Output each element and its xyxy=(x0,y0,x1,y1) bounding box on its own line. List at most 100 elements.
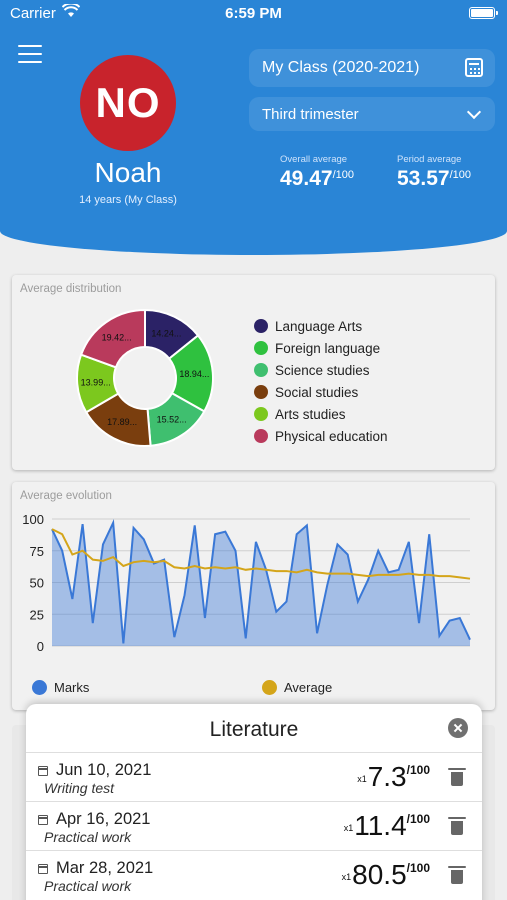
calendar-icon xyxy=(38,766,48,776)
y-tick-label: 100 xyxy=(22,512,44,527)
class-selector[interactable]: My Class (2020-2021) xyxy=(249,49,495,87)
chevron-down-icon xyxy=(466,104,482,120)
mark-coefficient: x1 xyxy=(343,822,354,833)
pie-legend: Language Arts Foreign language Science stu… xyxy=(254,315,388,447)
pie-legend-dot xyxy=(254,363,268,377)
class-selector-value: My Class (2020-2021) xyxy=(262,59,420,76)
mark-row[interactable]: Apr 16, 2021 Practical work x111.4/100 xyxy=(26,801,482,850)
pie-slice-label: 17.89... xyxy=(107,417,137,427)
average-series-line xyxy=(51,528,471,580)
overall-average-label: Overall average xyxy=(280,154,348,165)
carrier-label: Carrier xyxy=(10,5,56,22)
mark-type: Practical work xyxy=(44,878,132,894)
mark-value-suffix: /100 xyxy=(406,812,430,826)
marks-series-line xyxy=(51,519,471,644)
evolution-line-chart: 100 75 50 25 0 xyxy=(22,512,471,654)
wifi-icon xyxy=(62,4,80,17)
menu-icon[interactable] xyxy=(18,45,42,63)
calendar-icon xyxy=(465,58,483,77)
pie-legend-dot xyxy=(254,407,268,421)
calendar-icon xyxy=(38,815,48,825)
pie-legend-label: Arts studies xyxy=(275,406,346,422)
mark-coefficient: x1 xyxy=(341,871,352,882)
avatar-initials: NO xyxy=(95,79,161,126)
y-tick-label: 0 xyxy=(37,639,44,654)
mark-value: x111.4/100 xyxy=(344,810,430,842)
header: Carrier 6:59 PM NO Noah 14 years (My Cla… xyxy=(0,0,507,255)
pie-slice-label: 14.24... xyxy=(151,328,181,338)
pie-legend-dot xyxy=(254,341,268,355)
period-selector[interactable]: Third trimester xyxy=(249,97,495,131)
period-selector-value: Third trimester xyxy=(262,105,359,123)
pie-legend-item: Social studies xyxy=(254,381,388,403)
mark-value-suffix: /100 xyxy=(406,861,430,875)
period-average-suffix: /100 xyxy=(449,169,471,181)
distribution-pie-chart: 14.24... 18.94... 15.52... 17.89... 13.99...… xyxy=(76,308,214,447)
y-tick-label: 25 xyxy=(30,607,44,622)
legend-average-dot xyxy=(262,680,277,695)
evolution-card: Average evolution 100 75 50 25 0 Marks Avera… xyxy=(12,482,495,710)
mark-type: Writing test xyxy=(44,780,115,796)
student-name: Noah xyxy=(94,157,162,188)
mark-coefficient: x1 xyxy=(357,773,367,784)
y-tick-label: 75 xyxy=(30,544,44,559)
status-bar: Carrier 6:59 PM xyxy=(0,0,507,28)
pie-slice-label: 18.94... xyxy=(179,369,209,379)
mark-date: Jun 10, 2021 xyxy=(56,761,152,779)
pie-legend-item: Science studies xyxy=(254,359,388,381)
pie-legend-label: Foreign language xyxy=(275,340,381,356)
marks-sheet: Literature Jun 10, 2021 Writing test x17… xyxy=(26,704,482,900)
battery-icon xyxy=(469,7,498,19)
trash-icon[interactable] xyxy=(448,866,466,884)
overall-average: Overall average 49.47/100 xyxy=(280,154,354,191)
pie-legend-item: Foreign language xyxy=(254,337,388,359)
calendar-icon xyxy=(38,864,48,874)
pie-legend-dot xyxy=(254,385,268,399)
pie-legend-label: Science studies xyxy=(275,362,370,378)
pie-slice-label: 15.52... xyxy=(157,415,187,425)
period-average-label: Period average xyxy=(397,154,462,165)
trash-icon[interactable] xyxy=(448,768,466,786)
mark-date: Apr 16, 2021 xyxy=(56,810,151,828)
period-average: Period average 53.57/100 xyxy=(397,154,471,191)
pie-legend-label: Social studies xyxy=(275,384,359,400)
pie-legend-item: Language Arts xyxy=(254,315,388,337)
pie-legend-dot xyxy=(254,429,268,443)
pie-legend-label: Language Arts xyxy=(275,318,363,334)
mark-value-suffix: /100 xyxy=(406,763,430,777)
pie-slice-label: 13.99... xyxy=(81,377,111,387)
pie-legend-item: Physical education xyxy=(254,425,388,447)
pie-legend-label: Physical education xyxy=(275,428,388,444)
marks-series-area xyxy=(52,522,470,646)
evolution-card-title: Average evolution xyxy=(20,490,112,502)
mark-type: Practical work xyxy=(44,829,132,845)
mark-value-number: 80.5 xyxy=(352,859,407,890)
legend-marks: Marks xyxy=(32,680,89,695)
overall-average-value: 49.47 xyxy=(280,167,333,190)
mark-date: Mar 28, 2021 xyxy=(56,859,154,877)
close-icon[interactable] xyxy=(448,718,468,738)
legend-average-label: Average xyxy=(284,680,333,695)
pie-legend-item: Arts studies xyxy=(254,403,388,425)
legend-average: Average xyxy=(262,680,332,695)
mark-value: x17.3/100 xyxy=(357,761,430,793)
y-tick-label: 50 xyxy=(30,576,44,591)
legend-marks-label: Marks xyxy=(54,680,90,695)
mark-row[interactable]: Mar 28, 2021 Practical work x180.5/100 xyxy=(26,850,482,899)
period-average-value: 53.57 xyxy=(397,167,450,190)
mark-value-number: 11.4 xyxy=(354,810,407,841)
trash-icon[interactable] xyxy=(448,817,466,835)
mark-value-number: 7.3 xyxy=(367,761,407,792)
mark-row[interactable]: Jun 10, 2021 Writing test x17.3/100 xyxy=(26,752,482,801)
mark-value: x180.5/100 xyxy=(342,859,430,891)
clock: 6:59 PM xyxy=(225,5,282,22)
overall-average-suffix: /100 xyxy=(332,169,354,181)
pie-legend-dot xyxy=(254,319,268,333)
distribution-card: Average distribution 14.24... 18.94... 15.… xyxy=(12,275,495,470)
avatar: NO xyxy=(80,55,176,151)
pie-slice[interactable] xyxy=(79,308,146,369)
student-subtitle: 14 years (My Class) xyxy=(79,194,177,206)
pie-slice-label: 19.42... xyxy=(102,332,132,342)
legend-marks-dot xyxy=(32,680,47,695)
distribution-card-title: Average distribution xyxy=(20,283,122,295)
